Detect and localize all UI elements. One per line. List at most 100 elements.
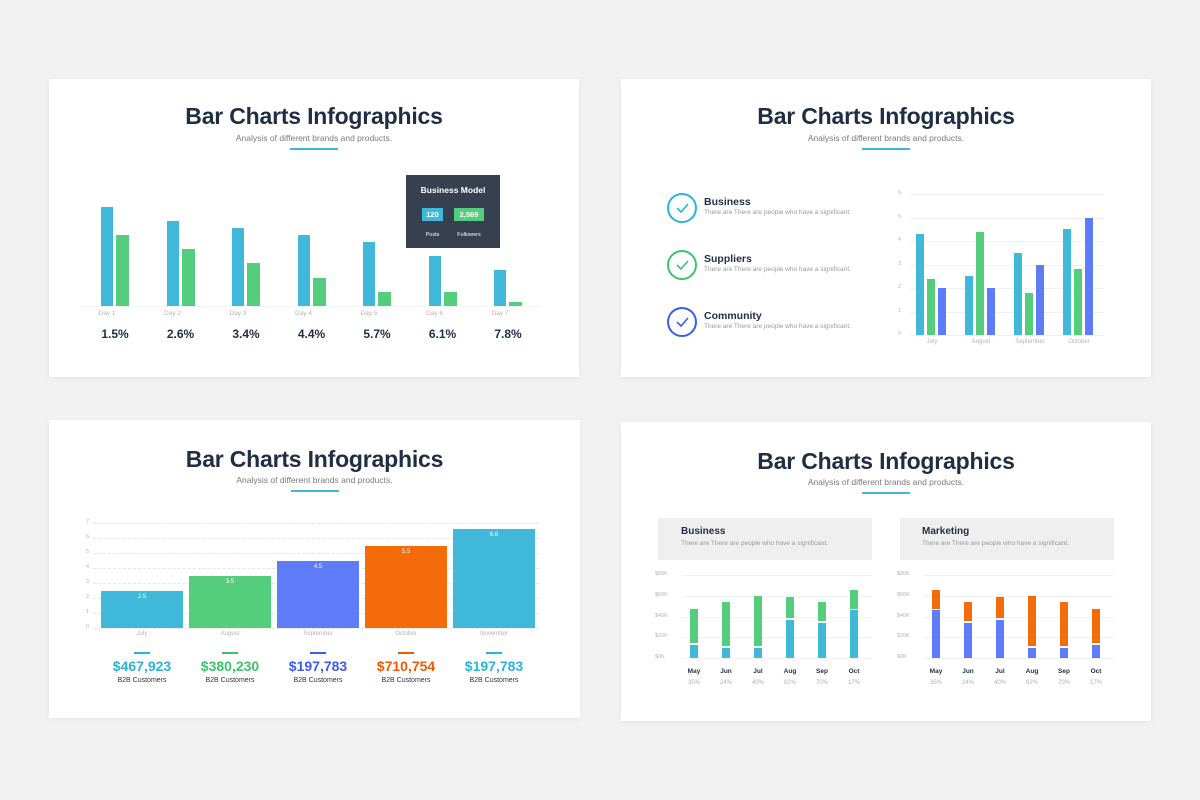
stacked-bar-bottom[interactable] <box>1092 644 1100 658</box>
stacked-bar-top[interactable] <box>754 595 762 647</box>
bar-business[interactable] <box>1063 229 1071 335</box>
bar-series-1[interactable] <box>101 207 113 306</box>
stacked-bar-bottom[interactable] <box>786 619 794 658</box>
stacked-bar-top[interactable] <box>690 609 698 644</box>
month-bar[interactable]: 4.5 <box>277 560 359 628</box>
y-tick: $20K <box>655 633 668 640</box>
legend-item-title: Business <box>704 196 751 208</box>
stacked-bar-bottom[interactable] <box>722 647 730 658</box>
bar-series-2[interactable] <box>247 263 260 306</box>
marketing-stacked-chart: $80K $60K $40K $20K $0K May 35% Jun 24% Jul 40% Aug… <box>897 571 1114 692</box>
bar-suppliers[interactable] <box>1074 269 1082 335</box>
bar-suppliers[interactable] <box>976 231 984 335</box>
title-underline <box>862 492 910 494</box>
gridline <box>909 217 1104 219</box>
stacked-bar-top[interactable] <box>932 589 940 609</box>
month-label: August <box>220 631 240 637</box>
bar-series-2[interactable] <box>181 249 195 306</box>
y-tick: 0 <box>897 331 901 337</box>
color-dash <box>398 652 414 654</box>
revenue-label: B2B Customers <box>469 677 519 684</box>
bar-series-1[interactable] <box>494 270 506 306</box>
title-underline <box>290 490 339 492</box>
month-percent: 35% <box>687 680 700 686</box>
bar-series-2[interactable] <box>509 302 522 306</box>
stacked-bar-bottom[interactable] <box>754 647 762 658</box>
stacked-bar-bottom[interactable] <box>964 622 972 658</box>
color-dash <box>310 652 326 654</box>
bar-series-1[interactable] <box>363 242 375 306</box>
bar-series-1[interactable] <box>232 228 244 306</box>
bar-business[interactable] <box>1014 252 1022 335</box>
y-tick: 7 <box>85 519 89 525</box>
bar-series-1[interactable] <box>428 256 441 306</box>
bar-series-1[interactable] <box>297 235 310 306</box>
gridline <box>924 658 1114 659</box>
month-bar[interactable]: 3.5 <box>189 575 271 628</box>
stacked-bar-top[interactable] <box>1092 609 1100 644</box>
stacked-bar-top[interactable] <box>996 596 1004 619</box>
month-percent: 17% <box>847 680 860 686</box>
day-label: Day 2 <box>164 310 181 317</box>
stacked-bar-bottom[interactable] <box>1060 647 1068 658</box>
stacked-bar-bottom[interactable] <box>996 619 1004 658</box>
stacked-bar-bottom[interactable] <box>690 644 698 658</box>
day-label: Day 7 <box>491 310 509 317</box>
revenue-label: B2B Customers <box>117 677 167 684</box>
bar-value-label: 2.5 <box>137 593 147 600</box>
y-tick: 2 <box>85 594 89 600</box>
stacked-bar-top[interactable] <box>964 601 972 622</box>
legend-item-desc: There are There are people who have a si… <box>704 323 851 330</box>
bar-community[interactable] <box>938 288 946 335</box>
month-label: Jul <box>995 668 1005 675</box>
bar-series-1[interactable] <box>166 221 179 306</box>
month-label: Aug <box>783 668 797 675</box>
revenue-value: $710,754 <box>376 658 436 674</box>
bar-series-2[interactable] <box>312 278 326 306</box>
stacked-bar-bottom[interactable] <box>932 610 940 658</box>
stacked-bar-bottom[interactable] <box>818 622 826 658</box>
month-label: September <box>1015 339 1045 345</box>
gridline <box>909 288 1104 289</box>
y-tick: $80K <box>897 571 910 577</box>
month-label: Sep <box>1058 668 1070 675</box>
month-label: Oct <box>1090 668 1102 675</box>
panel-title: Bar Charts Infographics <box>185 446 444 472</box>
month-bar[interactable]: 5.5 <box>365 545 447 628</box>
stacked-bar-top[interactable] <box>786 596 794 619</box>
day-percent: 4.4% <box>297 327 326 341</box>
bar-series-2[interactable] <box>116 235 129 306</box>
month-label: Jun <box>962 668 974 675</box>
revenue-label: B2B Customers <box>293 677 343 684</box>
stacked-bar-top[interactable] <box>1060 601 1068 647</box>
bar-suppliers[interactable] <box>927 278 935 335</box>
followers-label: Followers <box>457 232 481 238</box>
bar-suppliers[interactable] <box>1025 292 1033 335</box>
stacked-bar-top[interactable] <box>722 601 730 647</box>
month-percent: 35% <box>929 680 942 686</box>
y-tick: $60K <box>897 591 910 598</box>
month-bar[interactable]: 2.5 <box>101 590 183 628</box>
check-circle-icon <box>667 250 697 280</box>
month-label: Jul <box>753 668 763 675</box>
bar-business[interactable] <box>916 233 924 335</box>
legend-item-desc: There are There are people who have a si… <box>704 266 851 273</box>
monthly-value-chart: 7 6 5 4 3 2 1 0 2.5 3.5 4.5 5.5 6.6 July August Septemb… <box>79 519 539 640</box>
y-tick: 0 <box>85 624 89 630</box>
bar-business[interactable] <box>965 276 973 335</box>
plot-area <box>900 575 1114 658</box>
stacked-bar-top[interactable] <box>818 601 826 622</box>
bar-community[interactable] <box>1036 264 1044 335</box>
bar-community[interactable] <box>987 288 995 335</box>
stacked-bar-bottom[interactable] <box>1028 647 1036 658</box>
bar-series-2[interactable] <box>443 292 457 306</box>
y-tick: 3 <box>85 579 89 585</box>
stacked-bar-bottom[interactable] <box>850 610 858 658</box>
stacked-bar-top[interactable] <box>1028 595 1036 647</box>
stacked-bar-top[interactable] <box>850 589 858 609</box>
y-tick: $20K <box>897 633 910 640</box>
bar-community[interactable] <box>1085 217 1093 335</box>
bar-series-2[interactable] <box>378 292 391 306</box>
month-bar[interactable]: 6.6 <box>453 529 535 628</box>
month-percent: 62% <box>783 680 796 686</box>
